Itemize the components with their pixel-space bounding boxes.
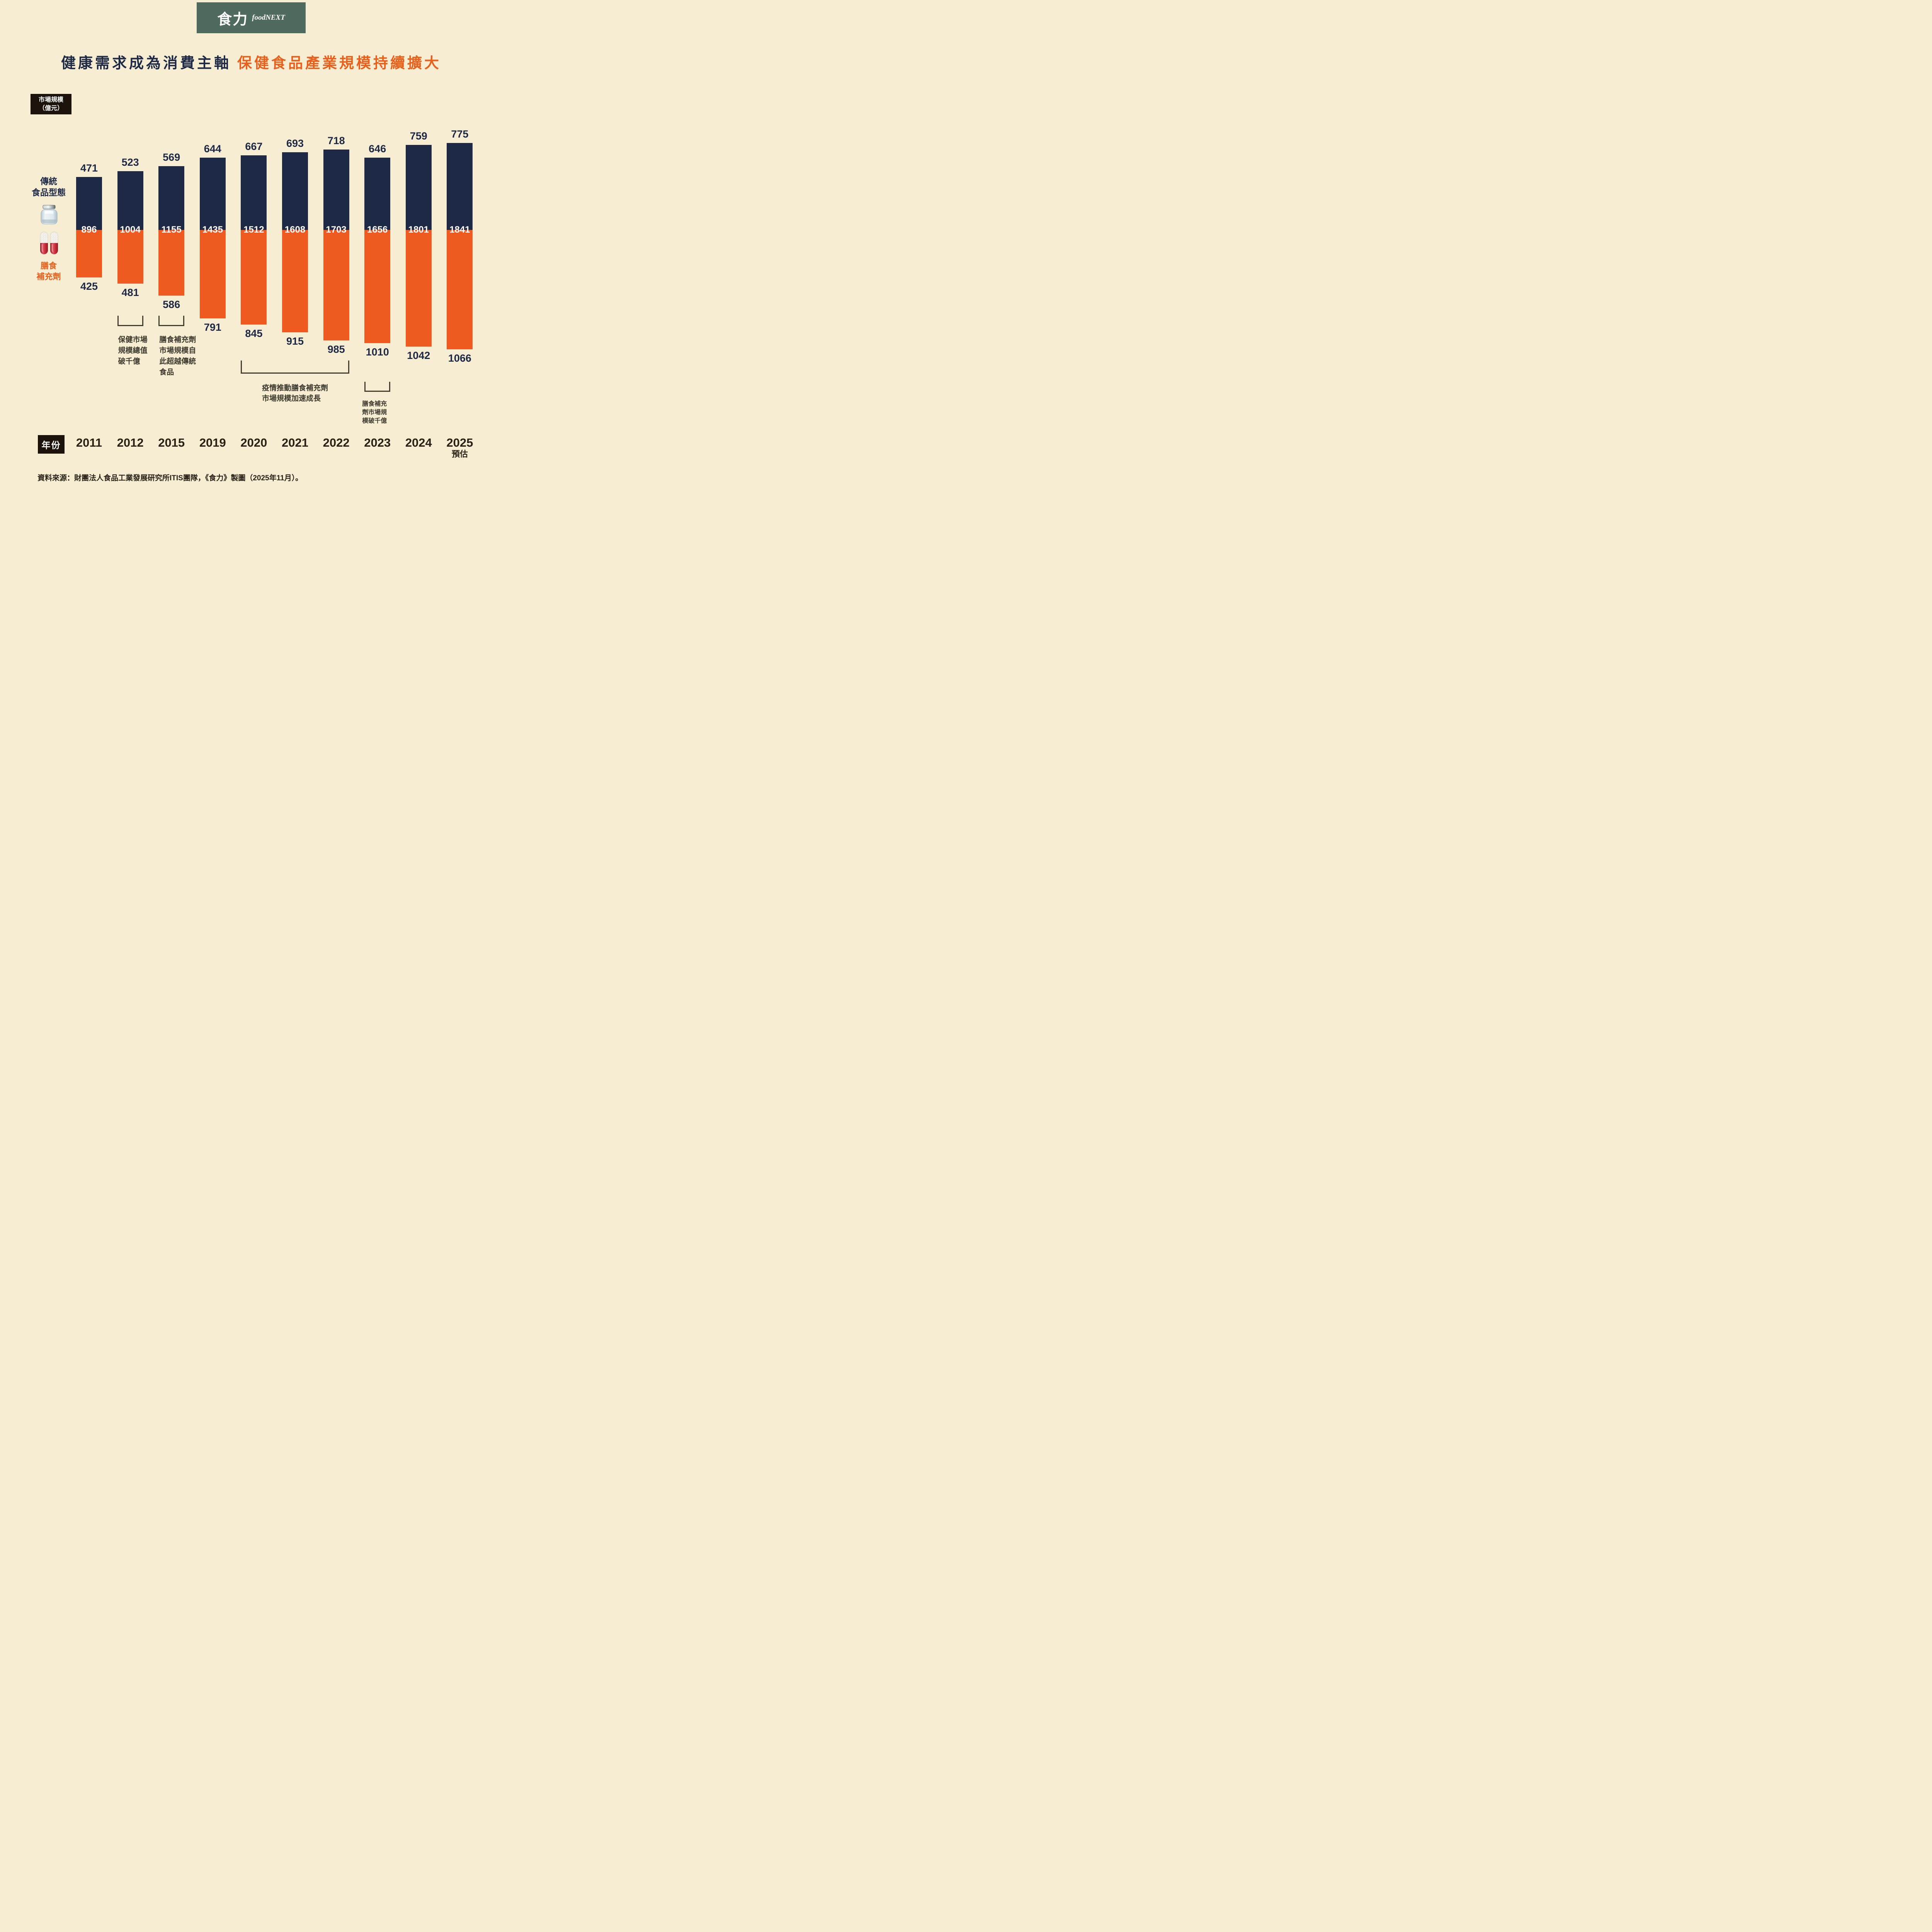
- x-axis-label-text: 年份: [41, 440, 61, 450]
- supplement-value-label-2025: 1066: [448, 352, 471, 364]
- total-value-label-2024: 1801: [408, 224, 429, 235]
- supplement-bar-segment-2024: [405, 230, 432, 347]
- x-axis-tick-2022: 2022: [323, 436, 350, 449]
- supplement-bar-segment-2021: [282, 230, 308, 332]
- traditional-value-label-2019: 644: [204, 143, 221, 155]
- traditional-bar-segment-2015: [158, 166, 185, 230]
- title-part-navy: 健康需求成為消費主軸: [61, 55, 231, 71]
- jar-icon: [41, 205, 58, 224]
- traditional-value-label-2011: 471: [80, 162, 98, 174]
- supplement-bar-segment-2020: [241, 230, 267, 325]
- x-axis-tick-2012: 2012: [117, 436, 144, 449]
- annotation-text-2012: 保健市場 規模總值 破千億: [118, 336, 148, 366]
- traditional-value-label-2012: 523: [121, 156, 139, 168]
- supplement-value-label-2011: 425: [80, 281, 98, 292]
- capsules-icon: [40, 231, 58, 254]
- supplement-bar-segment-2023: [364, 230, 391, 343]
- legend-traditional-label: 傳統 食品型態: [18, 176, 80, 198]
- total-value-label-2019: 1435: [202, 224, 223, 235]
- y-axis-unit-line1: 市場規模: [38, 96, 63, 103]
- supplement-value-label-2019: 791: [204, 321, 221, 333]
- traditional-value-label-2023: 646: [369, 143, 386, 155]
- supplement-value-label-2012: 481: [121, 287, 139, 298]
- supplement-bar-segment-2019: [199, 230, 226, 318]
- total-value-label-2012: 1004: [120, 224, 141, 235]
- traditional-bar-segment-2023: [364, 158, 391, 230]
- annotation-text-2015: 膳食補充劑 市場規模自 此超越傳統 食品: [159, 336, 196, 376]
- annotation-text-2020-2022: 疫情推動膳食補充劑 市場規模加速成長: [262, 384, 328, 403]
- y-axis-unit-label: 市場規模 （億元）: [31, 94, 71, 114]
- title-part-orange: 保健食品產業規模持續擴大: [237, 55, 442, 71]
- traditional-bar-segment-2011: [76, 177, 102, 230]
- supplement-value-label-2022: 985: [327, 344, 345, 355]
- total-value-label-2022: 1703: [326, 224, 347, 235]
- supplement-value-label-2020: 845: [245, 328, 263, 339]
- supplement-value-label-2023: 1010: [366, 346, 389, 358]
- legend-supplement-label: 膳食 補充劑: [18, 261, 80, 282]
- x-axis-tick-2015: 2015: [158, 436, 185, 449]
- forecast-note-label: 預估: [451, 450, 468, 459]
- traditional-bar-segment-2025: [447, 143, 473, 230]
- supplement-bar-segment-2022: [323, 230, 349, 340]
- traditional-bar-segment-2021: [282, 152, 308, 230]
- total-value-label-2015: 1155: [161, 224, 182, 235]
- infographic-canvas: 食力 foodNEXT 健康需求成為消費主軸 保健食品產業規模持續擴大 市場規模 …: [0, 0, 502, 489]
- x-axis-tick-2023: 2023: [364, 436, 391, 449]
- x-axis-tick-2025: 2025: [446, 436, 473, 449]
- traditional-bar-segment-2012: [117, 171, 143, 230]
- annotation-bracket-2012: [117, 316, 143, 326]
- source-note: 資料來源：財團法人食品工業發展研究所ITIS團隊，《食力》製圖（2025年11月…: [37, 474, 303, 482]
- traditional-value-label-2025: 775: [451, 128, 469, 140]
- legend-supplement-line1: 膳食: [41, 262, 57, 270]
- x-axis-tick-2020: 2020: [240, 436, 267, 449]
- total-value-label-2021: 1608: [284, 224, 306, 235]
- supplement-bar-segment-2025: [447, 230, 473, 349]
- total-value-label-2020: 1512: [243, 224, 264, 235]
- foodnext-logo: 食力 foodNEXT: [197, 2, 306, 33]
- annotation-text-2023: 膳食補充 劑市場規 模破千億: [362, 401, 387, 424]
- traditional-value-label-2024: 759: [410, 130, 427, 142]
- supplement-bar-segment-2012: [117, 230, 143, 284]
- x-axis-tick-2019: 2019: [199, 436, 226, 449]
- x-axis-tick-2021: 2021: [282, 436, 308, 449]
- page-title: 健康需求成為消費主軸 保健食品產業規模持續擴大: [0, 51, 502, 72]
- supplement-value-label-2015: 586: [163, 299, 180, 310]
- annotation-bracket-2023: [364, 382, 391, 392]
- legend-traditional-line2: 食品型態: [31, 188, 66, 197]
- traditional-value-label-2021: 693: [286, 138, 304, 149]
- total-value-label-2011: 896: [81, 224, 97, 235]
- logo-zh-text: 食力: [217, 11, 248, 28]
- logo-en-text: foodNEXT: [252, 14, 285, 22]
- annotation-bracket-2020-2022: [241, 361, 349, 374]
- supplement-value-label-2024: 1042: [407, 350, 430, 361]
- traditional-bar-segment-2020: [241, 155, 267, 230]
- traditional-bar-segment-2024: [405, 145, 432, 230]
- annotation-bracket-2015: [158, 316, 185, 326]
- traditional-value-label-2022: 718: [327, 135, 345, 146]
- x-axis-label-box: 年份: [38, 435, 65, 454]
- legend-traditional-line1: 傳統: [40, 177, 57, 186]
- traditional-bar-segment-2019: [199, 158, 226, 230]
- traditional-value-label-2020: 667: [245, 141, 263, 152]
- traditional-value-label-2015: 569: [163, 151, 180, 163]
- total-value-label-2025: 1841: [449, 224, 470, 235]
- x-axis-tick-2024: 2024: [405, 436, 432, 449]
- y-axis-unit-line2: （億元）: [38, 105, 63, 112]
- x-axis-tick-2011: 2011: [76, 436, 102, 449]
- traditional-bar-segment-2022: [323, 150, 349, 230]
- supplement-bar-segment-2011: [76, 230, 102, 277]
- legend-supplement-line2: 補充劑: [36, 272, 61, 281]
- supplement-bar-segment-2015: [158, 230, 185, 296]
- supplement-value-label-2021: 915: [286, 335, 304, 347]
- total-value-label-2023: 1656: [367, 224, 388, 235]
